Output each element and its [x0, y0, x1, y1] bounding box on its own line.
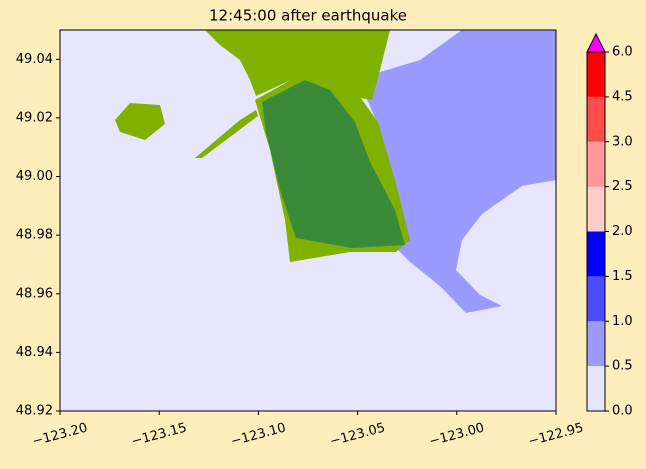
colorbar-segment	[587, 366, 605, 411]
land-strip	[195, 110, 258, 158]
colorbar-segment	[587, 186, 605, 232]
chart-title: 12:45:00 after earthquake	[209, 7, 407, 25]
y-tick-label: 48.96	[16, 286, 53, 301]
y-tick-label: 48.92	[16, 404, 53, 419]
colorbar-tick-label: 3.0	[612, 134, 633, 149]
y-tick-label: 49.00	[16, 169, 53, 184]
plot-frame	[59, 29, 557, 412]
colorbar-segment	[587, 141, 605, 187]
colorbar-segment	[587, 321, 605, 367]
colorbar-tick-label: 2.5	[612, 179, 633, 194]
colorbar-segment	[587, 276, 605, 322]
colorbar-tick-label: 4.5	[612, 89, 633, 104]
colorbar-segment	[587, 52, 605, 97]
y-tick-label: 48.94	[16, 345, 53, 360]
y-tick-label: 49.02	[16, 110, 53, 125]
colorbar-tick-label: 1.5	[612, 269, 633, 284]
colorbar-extend	[586, 32, 606, 53]
colorbar-segment	[587, 231, 605, 277]
map-area	[59, 29, 557, 412]
colorbar-tick-label: 0.5	[612, 359, 633, 374]
flooded-land-east	[365, 30, 556, 313]
colorbar-tick-label: 2.0	[612, 224, 633, 239]
colorbar-tick-label: 1.0	[612, 314, 633, 329]
colorbar-tick-label: 6.0	[612, 45, 633, 60]
colorbar-segment	[587, 96, 605, 142]
y-tick-label: 48.98	[16, 228, 53, 243]
y-tick-label: 49.04	[16, 52, 53, 67]
island-west	[115, 103, 165, 140]
colorbar-tick-label: 0.0	[612, 404, 633, 419]
deep-flow	[262, 80, 405, 248]
